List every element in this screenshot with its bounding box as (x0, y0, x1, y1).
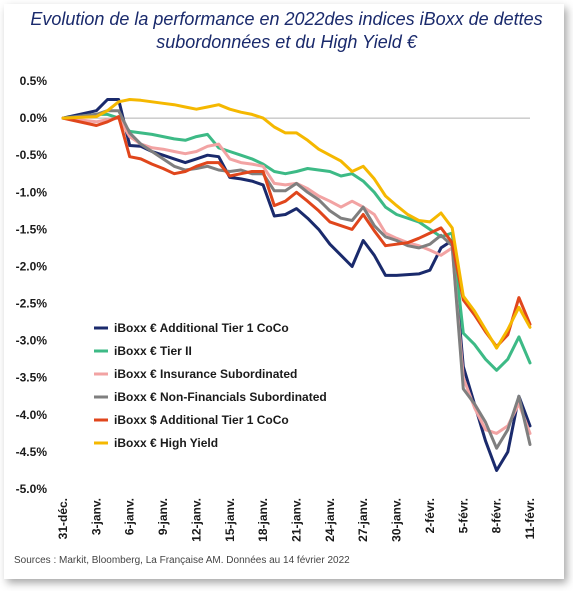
x-tick-label: 8-févr. (490, 498, 504, 533)
series-line-5 (61, 115, 532, 349)
x-tick-label: 5-févr. (456, 498, 470, 533)
y-tick-label: -1.5% (16, 222, 48, 236)
y-tick-label: -4.5% (16, 445, 48, 459)
y-tick-label: -3.5% (16, 371, 48, 385)
y-tick-label: -5.0% (16, 482, 48, 496)
source-note: Sources : Markit, Bloomberg, La Français… (14, 555, 350, 566)
legend: iBoxx € Additional Tier 1 CoCo iBoxx € Ti… (94, 321, 327, 450)
y-tick-label: 0.5% (20, 74, 48, 88)
x-tick-label: 9-janv. (156, 498, 170, 535)
series-line-4 (61, 109, 532, 450)
y-tick-label: 0.0% (20, 111, 48, 125)
y-tick-label: -0.5% (16, 148, 48, 162)
x-tick-label: 24-janv. (323, 498, 337, 542)
legend-label: iBoxx € Insurance Subordinated (114, 367, 297, 381)
x-tick-label: 6-janv. (123, 498, 137, 535)
legend-label: iBoxx € High Yield (114, 436, 218, 450)
series-lines (61, 98, 532, 472)
y-tick-label: -1.0% (16, 185, 48, 199)
chart-card (4, 4, 564, 579)
x-tick-label: 2-févr. (423, 498, 437, 533)
x-tick-label: 31-déc. (56, 498, 70, 539)
x-tick-label: 21-janv. (290, 498, 304, 542)
x-tick-label: 15-janv. (223, 498, 237, 542)
chart-title: Evolution de la performance en 2022des i… (0, 8, 573, 54)
legend-label: iBoxx € Additional Tier 1 CoCo (114, 321, 289, 335)
y-tick-label: -4.0% (16, 408, 48, 422)
y-axis: 0.5% 0.0% -0.5% -1.0% -1.5% -2.0% -2.5% -3.0% -3… (16, 74, 48, 496)
y-tick-label: -2.0% (16, 259, 48, 273)
series-line-6 (61, 98, 532, 350)
x-tick-label: 11-févr. (523, 498, 537, 539)
legend-label: iBoxx $ Additional Tier 1 CoCo (114, 413, 289, 427)
legend-label: iBoxx € Tier II (114, 344, 192, 358)
chart-title-line-2: subordonnées et du High Yield € (156, 32, 417, 52)
x-tick-label: 30-janv. (390, 498, 404, 542)
x-tick-label: 3-janv. (89, 498, 103, 535)
x-tick-label: 27-janv. (356, 498, 370, 542)
x-axis: 31-déc. 3-janv. 6-janv. 9-janv. 12-janv. 15-j… (56, 117, 537, 542)
legend-label: iBoxx € Non-Financials Subordinated (114, 390, 327, 404)
chart-title-line-1: Evolution de la performance en 2022des i… (30, 9, 543, 29)
y-tick-label: -3.0% (16, 334, 48, 348)
x-tick-label: 12-janv. (189, 498, 203, 542)
y-tick-label: -2.5% (16, 297, 48, 311)
x-tick-label: 18-janv. (256, 498, 270, 542)
